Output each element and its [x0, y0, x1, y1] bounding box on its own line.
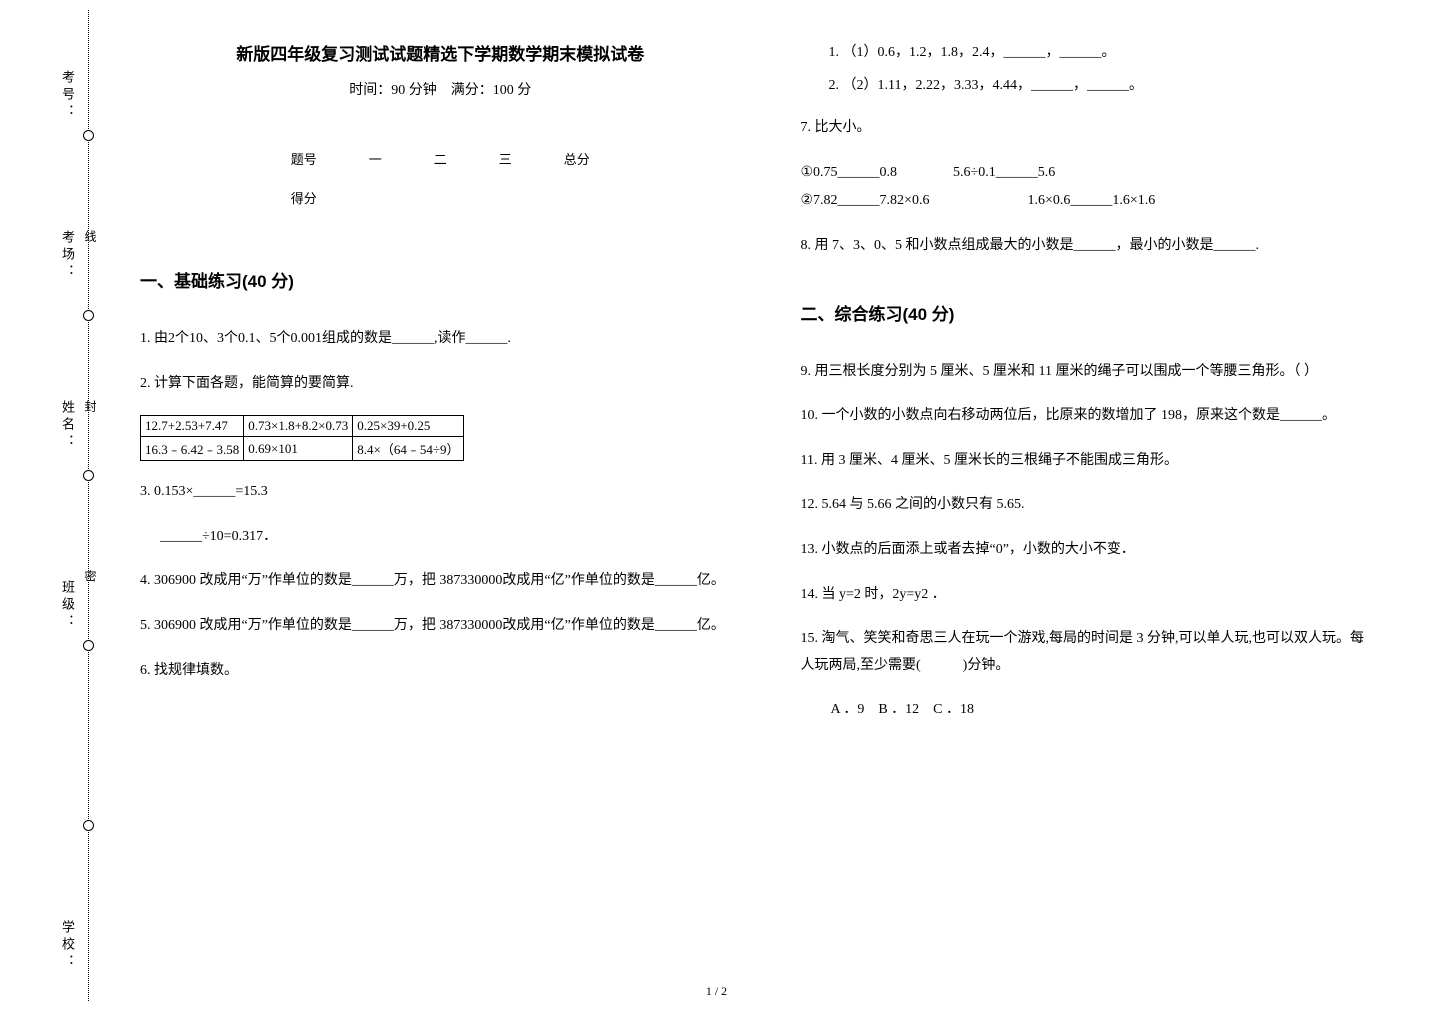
binding-circle	[83, 470, 94, 481]
question-7-title: 7. 比大小。	[801, 115, 1378, 142]
calc-cell: 16.3﹣6.42﹣3.58	[141, 437, 244, 461]
binding-label-id: 考号：	[58, 70, 77, 121]
binding-label-school: 学校：	[58, 920, 77, 971]
column-right: 1. （1）0.6，1.2，1.8，2.4，______，______。 2. …	[767, 40, 1404, 991]
question-1: 1. 由2个10、3个0.1、5个0.001组成的数是______,读作____…	[140, 326, 741, 353]
question-4: 4. 306900 改成用“万”作单位的数是______万，把 38733000…	[140, 568, 741, 595]
question-11: 11. 用 3 厘米、4 厘米、5 厘米长的三根绳子不能围成三角形。	[801, 448, 1378, 475]
page-footer: 1 / 2	[706, 984, 727, 999]
question-6-1: 1. （1）0.6，1.2，1.8，2.4，______，______。	[801, 40, 1378, 67]
binding-circle	[83, 820, 94, 831]
table-row: 题号 一 二 三 总分	[265, 139, 616, 178]
score-cell	[538, 178, 616, 217]
score-header: 一	[343, 139, 408, 178]
table-row: 得分	[265, 178, 616, 217]
question-15-options: A ．9 B ．12 C ．18	[801, 697, 1378, 724]
calc-cell: 12.7+2.53+7.47	[141, 416, 244, 437]
binding-circle	[83, 310, 94, 321]
score-header: 总分	[538, 139, 616, 178]
question-10: 10. 一个小数的小数点向右移动两位后，比原来的数增加了 198，原来这个数是_…	[801, 403, 1378, 430]
question-9: 9. 用三根长度分别为 5 厘米、5 厘米和 11 厘米的绳子可以围成一个等腰三…	[801, 359, 1378, 386]
score-cell	[473, 178, 538, 217]
question-6-2: 2. （2）1.11，2.22，3.33，4.44，______，______。	[801, 73, 1378, 100]
page: 学校： 班级： 姓名： 考场： 考号： 密 封 线 新版四年级复习测试试题精选下…	[0, 0, 1433, 1011]
binding-dotted-line	[88, 10, 89, 1001]
binding-label-class: 班级：	[58, 580, 77, 631]
score-cell	[343, 178, 408, 217]
score-header: 题号	[265, 139, 343, 178]
binding-column: 学校： 班级： 姓名： 考场： 考号： 密 封 线	[0, 0, 120, 1011]
question-12: 12. 5.64 与 5.66 之间的小数只有 5.65.	[801, 492, 1378, 519]
binding-label-name: 姓名：	[58, 400, 77, 451]
content-area: 新版四年级复习测试试题精选下学期数学期末模拟试卷 时间：90 分钟 满分：100…	[120, 0, 1433, 1011]
question-7-line2: ②7.82______7.82×0.6 1.6×0.6______1.6×1.6	[801, 188, 1378, 215]
binding-seal-char: 封	[82, 400, 99, 418]
question-13: 13. 小数点的后面添上或者去掉“0”，小数的大小不变．	[801, 537, 1378, 564]
exam-title: 新版四年级复习测试试题精选下学期数学期末模拟试卷	[140, 40, 741, 65]
score-row-label: 得分	[265, 178, 343, 217]
table-row: 16.3﹣6.42﹣3.58 0.69×101 8.4×（64﹣54÷9）	[141, 437, 464, 461]
question-3a: 3. 0.153×______=15.3	[140, 479, 741, 506]
question-14: 14. 当 y=2 时，2y=y2 ．	[801, 582, 1378, 609]
binding-label-room: 考场：	[58, 230, 77, 281]
binding-seal-char: 线	[82, 230, 99, 248]
calc-cell: 0.25×39+0.25	[353, 416, 464, 437]
exam-subtitle: 时间：90 分钟 满分：100 分	[140, 79, 741, 99]
question-6-title: 6. 找规律填数。	[140, 658, 741, 685]
question-7-line1: ①0.75______0.8 5.6÷0.1______5.6	[801, 160, 1378, 187]
score-table: 题号 一 二 三 总分 得分	[265, 139, 616, 217]
score-cell	[408, 178, 473, 217]
question-3b: ______÷10=0.317．	[140, 524, 741, 551]
question-8: 8. 用 7、3、0、5 和小数点组成最大的小数是______，最小的小数是__…	[801, 233, 1378, 260]
question-5: 5. 306900 改成用“万”作单位的数是______万，把 38733000…	[140, 613, 741, 640]
score-header: 三	[473, 139, 538, 178]
binding-circle	[83, 130, 94, 141]
column-left: 新版四年级复习测试试题精选下学期数学期末模拟试卷 时间：90 分钟 满分：100…	[130, 40, 767, 991]
question-2-title: 2. 计算下面各题，能简算的要简算.	[140, 371, 741, 398]
calc-cell: 0.69×101	[244, 437, 353, 461]
calc-cell: 0.73×1.8+8.2×0.73	[244, 416, 353, 437]
section-2-header: 二、综合练习(40 分)	[801, 300, 1378, 325]
calc-cell: 8.4×（64﹣54÷9）	[353, 437, 464, 461]
score-header: 二	[408, 139, 473, 178]
binding-circle	[83, 640, 94, 651]
binding-seal-char: 密	[82, 570, 99, 588]
table-row: 12.7+2.53+7.47 0.73×1.8+8.2×0.73 0.25×39…	[141, 416, 464, 437]
section-1-header: 一、基础练习(40 分)	[140, 267, 741, 292]
calc-table: 12.7+2.53+7.47 0.73×1.8+8.2×0.73 0.25×39…	[140, 415, 464, 461]
question-15: 15. 淘气、笑笑和奇思三人在玩一个游戏,每局的时间是 3 分钟,可以单人玩,也…	[801, 626, 1378, 679]
